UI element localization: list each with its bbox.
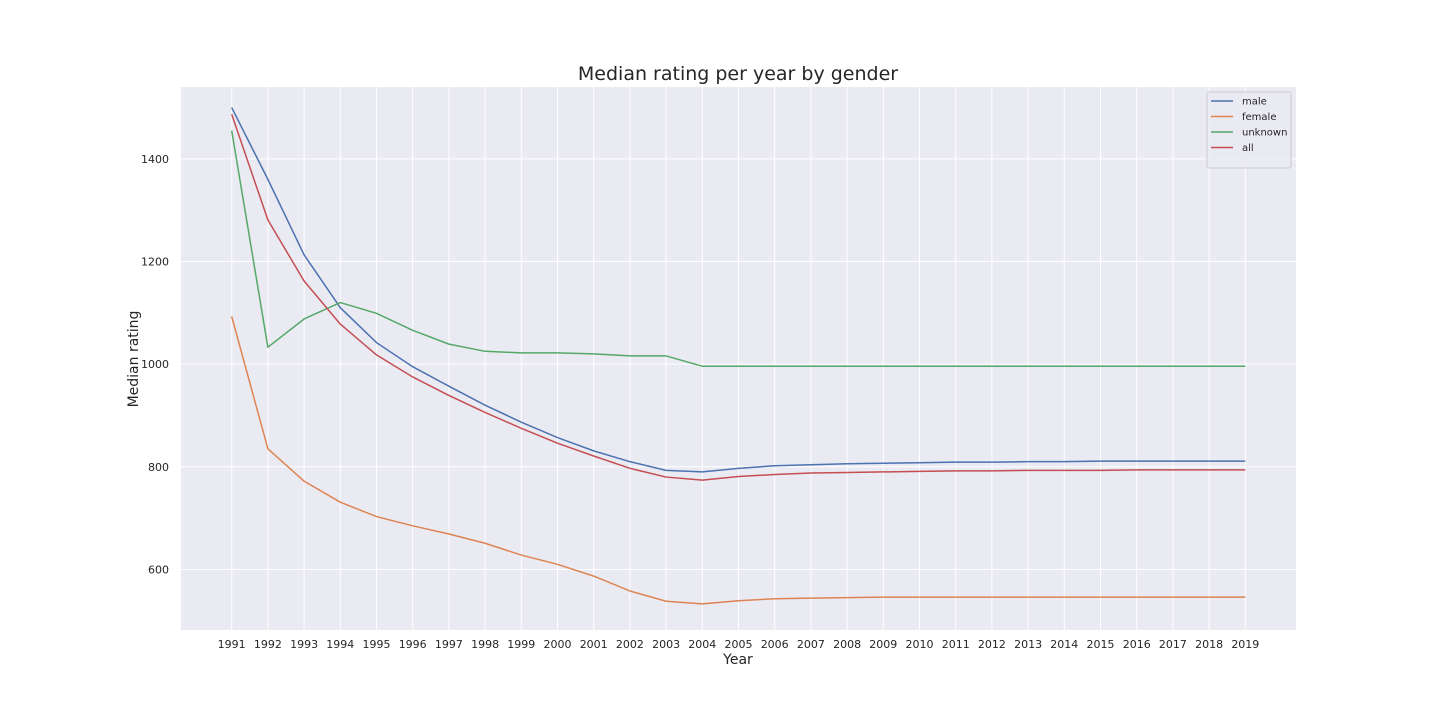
- x-tick-label: 2001: [580, 638, 608, 651]
- x-tick-label: 1994: [326, 638, 354, 651]
- chart-title: Median rating per year by gender: [578, 63, 898, 85]
- x-tick-label: 2003: [652, 638, 680, 651]
- x-tick-label: 2011: [942, 638, 970, 651]
- x-tick-label: 1992: [254, 638, 282, 651]
- y-tick-label: 800: [148, 461, 169, 474]
- y-tick-label: 1000: [141, 358, 169, 371]
- grid-lines: [181, 87, 1296, 630]
- x-tick-label: 2008: [833, 638, 861, 651]
- x-tick-label: 1996: [399, 638, 427, 651]
- x-tick-label: 2005: [725, 638, 753, 651]
- y-axis-label: Median rating: [126, 311, 142, 408]
- y-axis-ticks: 600 800 1000 1200 1400: [141, 153, 169, 577]
- x-tick-label: 2012: [978, 638, 1006, 651]
- x-tick-label: 2000: [543, 638, 571, 651]
- x-tick-label: 2014: [1050, 638, 1078, 651]
- x-tick-label: 2013: [1014, 638, 1042, 651]
- legend-label-male: male: [1242, 97, 1267, 108]
- x-tick-label: 2018: [1195, 638, 1223, 651]
- x-tick-label: 2019: [1231, 638, 1259, 651]
- x-tick-label: 1998: [471, 638, 499, 651]
- x-tick-label: 1995: [362, 638, 390, 651]
- x-tick-label: 2015: [1087, 638, 1115, 651]
- series-line-all: [230, 113, 1246, 481]
- series-line-female: [230, 316, 1246, 605]
- legend: male female unknown all: [1206, 91, 1292, 169]
- x-tick-label: 2006: [761, 638, 789, 651]
- x-tick-label: 1991: [218, 638, 246, 651]
- x-tick-label: 2009: [869, 638, 897, 651]
- legend-label-all: all: [1242, 143, 1254, 154]
- legend-label-female: female: [1242, 112, 1276, 123]
- x-tick-label: 2017: [1159, 638, 1187, 651]
- x-tick-label: 2007: [797, 638, 825, 651]
- legend-label-unknown: unknown: [1242, 128, 1287, 139]
- x-axis-ticks: 1991 1992 1993 1994 1995 1996 1997 1998 1999 2000…: [218, 638, 1260, 651]
- x-tick-label: 1993: [290, 638, 318, 651]
- x-tick-label: 1999: [507, 638, 535, 651]
- y-tick-label: 1200: [141, 255, 169, 268]
- legend-box: [1206, 91, 1292, 169]
- x-axis-label: Year: [722, 652, 753, 668]
- y-tick-label: 1400: [141, 153, 169, 166]
- x-tick-label: 2002: [616, 638, 644, 651]
- series-line-unknown: [230, 130, 1246, 367]
- y-tick-label: 600: [148, 563, 169, 576]
- series-layer: [230, 107, 1246, 605]
- x-tick-label: 1997: [435, 638, 463, 651]
- series-line-male: [231, 107, 1246, 473]
- x-tick-label: 2016: [1123, 638, 1151, 651]
- x-tick-label: 2004: [688, 638, 716, 651]
- x-tick-label: 2010: [906, 638, 934, 651]
